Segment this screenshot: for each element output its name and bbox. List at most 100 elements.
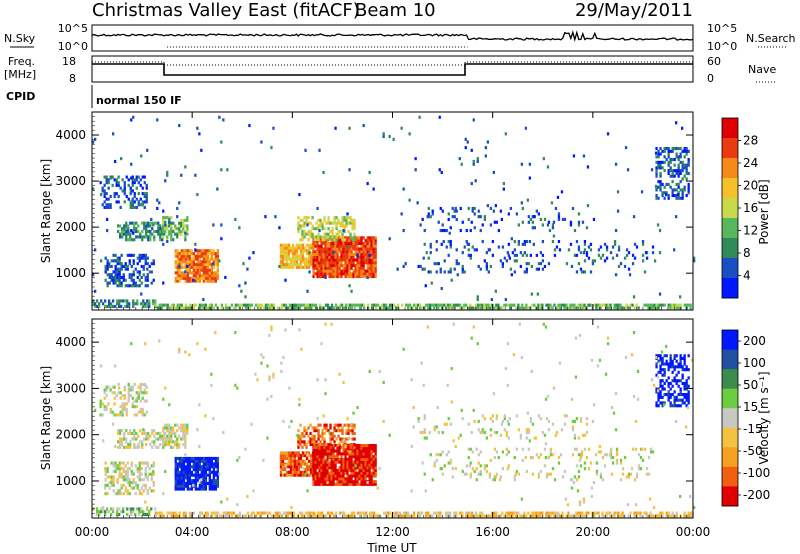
range-gate-cell <box>354 480 357 484</box>
range-gate-cell <box>348 264 351 268</box>
range-gate-cell <box>609 447 613 451</box>
range-gate-cell <box>305 468 309 472</box>
range-gate-cell <box>152 299 155 303</box>
range-gate-cell <box>174 252 177 256</box>
range-gate-cell <box>661 194 664 198</box>
range-gate-cell <box>180 468 183 472</box>
range-gate-cell <box>164 229 167 233</box>
range-gate-cell <box>535 209 538 213</box>
range-gate-cell <box>168 443 171 447</box>
range-gate-cell <box>163 232 166 236</box>
range-gate-cell <box>454 444 457 448</box>
range-gate-cell <box>675 511 678 515</box>
range-gate-cell <box>673 188 676 192</box>
range-gate-cell <box>661 373 664 377</box>
range-gate-cell <box>601 511 604 515</box>
range-gate-cell <box>350 477 353 481</box>
range-gate-cell <box>206 473 209 477</box>
range-gate-cell <box>149 238 152 242</box>
range-gate-cell <box>375 306 378 310</box>
range-gate-cell <box>206 465 209 469</box>
range-gate-cell <box>318 474 321 478</box>
range-gate-cell <box>669 395 672 399</box>
range-gate-cell <box>623 514 626 518</box>
range-gate-cell <box>316 247 319 251</box>
range-gate-cell <box>149 235 152 239</box>
range-gate-cell <box>146 267 149 271</box>
range-gate-cell <box>122 507 125 511</box>
range-gate-cell <box>527 431 530 435</box>
range-gate-cell <box>368 275 371 279</box>
range-gate-cell <box>461 267 464 271</box>
range-gate-cell <box>94 304 97 308</box>
range-gate-cell <box>96 299 99 303</box>
range-gate-cell <box>364 446 367 450</box>
range-gate-cell <box>500 422 503 426</box>
range-gate-cell <box>340 244 343 248</box>
range-gate-cell <box>198 473 201 477</box>
range-gate-cell <box>364 471 367 475</box>
range-gate-cell <box>342 466 345 470</box>
range-gate-cell <box>133 437 136 441</box>
range-gate-cell <box>145 200 148 204</box>
range-gate-cell <box>611 245 615 249</box>
range-gate-cell <box>133 205 136 209</box>
range-gate-cell <box>118 284 121 288</box>
range-gate-cell <box>283 265 287 269</box>
range-gate-cell <box>303 263 307 267</box>
range-gate-cell <box>344 255 347 259</box>
range-gate-cell <box>366 466 369 470</box>
range-gate-cell <box>370 255 373 259</box>
range-gate-cell <box>316 474 319 478</box>
range-gate-cell <box>162 227 165 231</box>
range-gate-cell <box>579 417 583 421</box>
range-gate-cell <box>446 383 449 387</box>
range-gate-cell <box>440 242 443 246</box>
range-gate-cell <box>364 463 367 467</box>
range-gate-cell <box>298 403 301 407</box>
range-gate-cell <box>224 511 227 515</box>
range-gate-cell <box>689 306 692 310</box>
range-gate-cell <box>103 189 106 193</box>
range-gate-cell <box>176 445 179 449</box>
range-gate-cell <box>401 303 404 307</box>
range-gate-cell <box>352 468 355 472</box>
range-gate-cell <box>525 262 528 266</box>
range-gate-cell <box>108 275 111 279</box>
range-gate-cell <box>330 471 333 475</box>
range-gate-cell <box>571 425 575 429</box>
range-gate-cell <box>338 468 341 472</box>
range-gate-cell <box>174 465 177 469</box>
range-gate-cell <box>192 456 195 460</box>
nave-tick-bottom: 0 <box>707 72 714 85</box>
range-gate-cell <box>577 245 581 249</box>
range-gate-cell <box>675 381 678 385</box>
range-gate-cell <box>370 269 373 273</box>
range-gate-cell <box>439 511 442 515</box>
range-gate-cell <box>180 481 183 485</box>
range-gate-cell <box>130 472 133 476</box>
range-gate-cell <box>350 266 353 270</box>
range-gate-cell <box>102 506 105 510</box>
range-gate-cell <box>438 115 441 119</box>
range-gate-cell <box>276 511 280 515</box>
range-gate-cell <box>292 511 296 515</box>
range-gate-cell <box>244 295 247 299</box>
range-gate-cell <box>623 306 626 310</box>
range-gate-cell <box>279 473 283 477</box>
range-gate-cell <box>447 212 450 216</box>
range-gate-cell <box>106 284 109 288</box>
range-gate-cell <box>535 511 538 515</box>
range-gate-cell <box>142 304 145 308</box>
range-gate-cell <box>489 417 492 421</box>
range-gate-cell <box>238 511 241 515</box>
range-gate-cell <box>299 227 302 231</box>
range-gate-cell <box>309 454 313 458</box>
range-gate-cell <box>122 278 125 282</box>
range-gate-cell <box>322 514 326 518</box>
range-gate-cell <box>546 394 550 398</box>
range-gate-cell <box>176 465 179 469</box>
range-gate-cell <box>256 378 259 382</box>
range-gate-cell <box>178 462 181 466</box>
range-gate-cell <box>152 223 155 227</box>
